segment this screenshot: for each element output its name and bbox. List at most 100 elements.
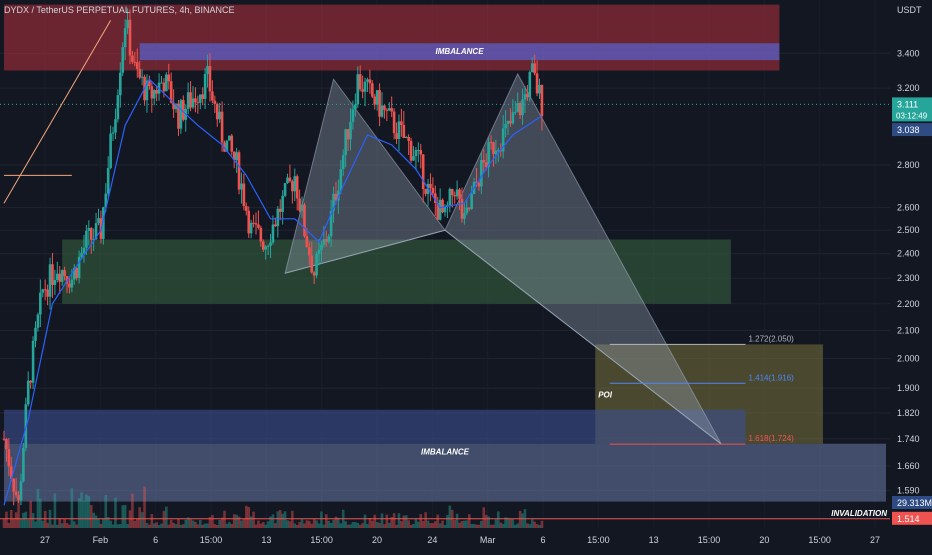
- volume-bar: [329, 522, 333, 528]
- candle-body: [269, 242, 272, 246]
- volume-bar: [249, 516, 253, 528]
- volume-bar: [155, 522, 158, 528]
- volume-bar: [220, 517, 224, 528]
- candle-body: [169, 81, 173, 103]
- volume-bar: [346, 524, 350, 528]
- volume-bar: [431, 523, 435, 528]
- volume-bar: [409, 524, 413, 528]
- candle-body: [480, 160, 483, 187]
- volume-badge: [892, 496, 932, 509]
- volume-bar: [223, 510, 226, 528]
- candle-body: [41, 289, 45, 293]
- candle-body: [337, 190, 340, 201]
- volume-bar: [51, 524, 54, 528]
- candle-body: [298, 198, 301, 211]
- volume-bar: [167, 524, 171, 528]
- candle-body: [344, 129, 347, 156]
- volume-bar: [31, 513, 35, 528]
- candle-body: [421, 154, 425, 190]
- volume-bar: [211, 514, 214, 528]
- volume-bar: [245, 505, 248, 528]
- zone-label-poi: POI: [598, 390, 613, 399]
- candle-body: [339, 168, 343, 191]
- x-tick-label: 15:00: [808, 535, 831, 545]
- candle-body: [63, 270, 66, 277]
- volume-bar: [235, 514, 238, 528]
- y-tick-label: 2.800: [897, 160, 920, 170]
- volume-bar: [378, 522, 381, 528]
- volume-bar: [271, 514, 275, 528]
- volume-bar: [123, 505, 127, 528]
- volume-bar: [387, 522, 391, 528]
- candle-body: [138, 68, 141, 78]
- candle-body: [467, 207, 471, 209]
- volume-bar: [354, 522, 357, 528]
- volume-bar: [177, 518, 180, 528]
- candle-body: [414, 150, 418, 157]
- volume-bar: [293, 523, 297, 528]
- candle-body: [533, 63, 536, 74]
- volume-bar: [356, 522, 360, 528]
- candle-body: [392, 111, 396, 134]
- candle-body: [257, 224, 260, 228]
- candle-body: [186, 92, 190, 109]
- volume-bar: [114, 497, 117, 528]
- candles-layer: [2, 8, 544, 506]
- candle-body: [111, 132, 115, 134]
- candle-body: [346, 129, 350, 140]
- candle-body: [208, 66, 212, 92]
- candle-body: [322, 239, 326, 245]
- volume-bar: [72, 521, 76, 528]
- volume-bar: [179, 524, 183, 528]
- x-tick-label: 27: [40, 535, 50, 545]
- candle-body: [363, 81, 367, 92]
- candle-body: [252, 222, 255, 224]
- volume-bar: [150, 513, 154, 528]
- volume-bar: [247, 507, 251, 528]
- volume-bar: [152, 523, 156, 528]
- invalidation-badge: [892, 511, 932, 525]
- volume-bar: [417, 521, 420, 528]
- volume-bar: [460, 521, 464, 528]
- x-tick-label: Feb: [93, 535, 109, 545]
- candle-body: [286, 177, 289, 184]
- volume-bar: [266, 521, 270, 528]
- candle-body: [526, 94, 529, 98]
- candle-body: [43, 289, 47, 291]
- x-tick-label: 20: [759, 535, 769, 545]
- volume-bar: [191, 520, 195, 528]
- candle-body: [438, 199, 442, 220]
- candle-body: [361, 89, 364, 92]
- volume-bar: [363, 514, 367, 528]
- candle-body: [453, 195, 456, 197]
- volume-bar: [339, 523, 343, 528]
- volume-bar: [320, 511, 323, 528]
- candle-body: [509, 120, 512, 124]
- candle-body: [14, 491, 18, 496]
- candle-body: [53, 279, 57, 285]
- candle-body: [450, 188, 454, 196]
- volume-bar: [535, 524, 539, 528]
- volume-bar: [526, 523, 529, 528]
- volume-bar: [291, 510, 294, 528]
- volume-bar: [63, 519, 66, 528]
- candle-body: [97, 218, 100, 224]
- volume-bar: [206, 523, 209, 528]
- volume-bar: [218, 519, 221, 528]
- candle-body: [358, 74, 362, 90]
- x-tick-label: 27: [870, 535, 880, 545]
- volume-bar: [131, 493, 134, 528]
- candle-body: [308, 247, 311, 256]
- volume-bar: [53, 493, 57, 528]
- volume-bar: [34, 521, 37, 528]
- volume-bar: [17, 500, 20, 528]
- volume-bar: [121, 505, 125, 528]
- candle-body: [458, 189, 461, 199]
- candle-body: [228, 135, 231, 141]
- volume-bar: [225, 523, 229, 528]
- volume-bar: [68, 524, 71, 528]
- volume-bar: [470, 523, 473, 528]
- candle-body: [375, 90, 379, 105]
